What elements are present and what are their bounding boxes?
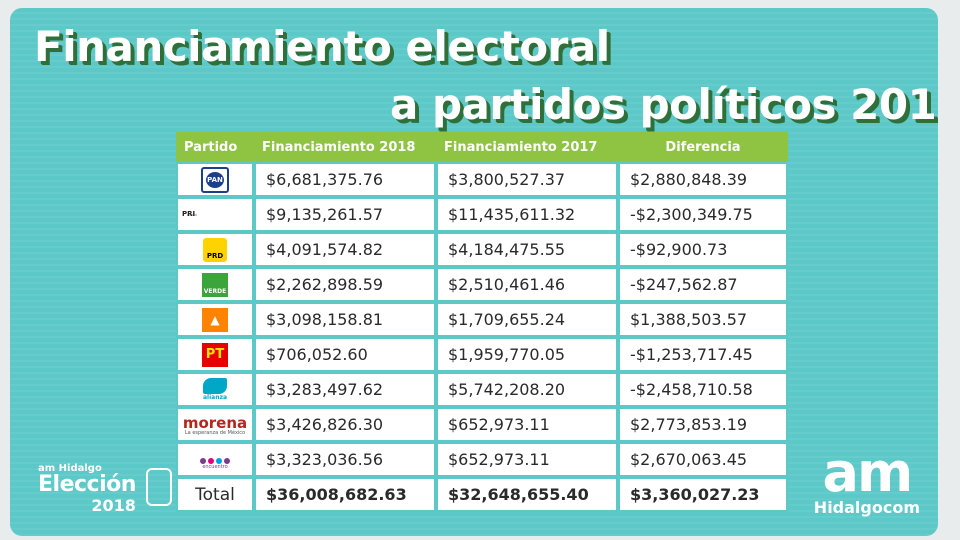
f2018-cell: $706,052.60 [254,337,436,372]
f2018-cell: $3,323,036.56 [254,442,436,477]
eleccion-2018-badge: am Hidalgo Elección 2018 [38,463,136,515]
diff-cell: $1,388,503.57 [618,302,788,337]
table-row: VERDE $2,262,898.59 $2,510,461.46 -$247,… [176,267,788,302]
badge-big-text: Elección [38,472,136,497]
table-row: PRI $9,135,261.57 $11,435,611.32 -$2,300… [176,197,788,232]
party-cell: VERDE [176,267,254,302]
f2017-cell: $3,800,527.37 [436,162,618,197]
brand-logo: am Hidalgocom [813,441,920,518]
diff-cell: $2,773,853.19 [618,407,788,442]
f2018-cell: $2,262,898.59 [254,267,436,302]
f2018-cell: $3,098,158.81 [254,302,436,337]
diff-cell: $2,670,063.45 [618,442,788,477]
badge-small-text: am Hidalgo [38,463,102,474]
title-line-1: Financiamiento electoral [34,22,610,71]
diff-cell: -$247,562.87 [618,267,788,302]
header-diferencia: Diferencia [618,132,788,162]
f2018-cell: $9,135,261.57 [254,197,436,232]
total-row: Total $36,008,682.63 $32,648,655.40 $3,3… [176,477,788,512]
table-row: ▲ $3,098,158.81 $1,709,655.24 $1,388,503… [176,302,788,337]
f2017-cell: $1,709,655.24 [436,302,618,337]
pan-logo: PAN [201,166,229,193]
table-row: PAN $6,681,375.76 $3,800,527.37 $2,880,8… [176,162,788,197]
party-cell: encuentro [176,442,254,477]
party-cell: PRI [176,197,254,232]
f2018-cell: $4,091,574.82 [254,232,436,267]
verde-logo: VERDE [202,272,228,297]
party-cell: ▲ [176,302,254,337]
pri-logo: PRI [178,204,206,226]
badge-year: 2018 [91,496,136,515]
table-row: PRD $4,091,574.82 $4,184,475.55 -$92,900… [176,232,788,267]
header-2018: Financiamiento 2018 [254,132,436,162]
table-row: alianza $3,283,497.62 $5,742,208.20 -$2,… [176,372,788,407]
header-2017: Financiamiento 2017 [436,132,618,162]
f2017-cell: $4,184,475.55 [436,232,618,267]
f2018-cell: $3,426,826.30 [254,407,436,442]
title-line-2: a partidos políticos 2018 [390,80,938,129]
diff-cell: -$92,900.73 [618,232,788,267]
thumbs-up-icon [146,468,172,506]
f2017-cell: $5,742,208.20 [436,372,618,407]
morena-logo: morena La esperanza de México [182,414,248,436]
table-row: morena La esperanza de México $3,426,826… [176,407,788,442]
table-header-row: Partido Financiamiento 2018 Financiamien… [176,132,788,162]
diff-cell: -$1,253,717.45 [618,337,788,372]
diff-cell: $2,880,848.39 [618,162,788,197]
prd-logo: PRD [203,237,227,262]
financing-table: Partido Financiamiento 2018 Financiamien… [176,132,788,512]
total-2018: $36,008,682.63 [254,477,436,512]
table-row: encuentro $3,323,036.56 $652,973.11 $2,6… [176,442,788,477]
f2017-cell: $652,973.11 [436,442,618,477]
diff-cell: -$2,300,349.75 [618,197,788,232]
party-cell: PRD [176,232,254,267]
nueva-alianza-logo: alianza [201,376,229,403]
encuentro-social-logo: encuentro [200,458,230,470]
brand-small: Hidalgocom [813,498,920,517]
f2018-cell: $3,283,497.62 [254,372,436,407]
brand-big: am [822,441,914,504]
header-partido: Partido [176,132,254,162]
party-cell: PAN [176,162,254,197]
party-cell: alianza [176,372,254,407]
f2017-cell: $11,435,611.32 [436,197,618,232]
total-2017: $32,648,655.40 [436,477,618,512]
movimiento-ciudadano-logo: ▲ [202,307,228,332]
f2017-cell: $652,973.11 [436,407,618,442]
f2017-cell: $1,959,770.05 [436,337,618,372]
f2017-cell: $2,510,461.46 [436,267,618,302]
total-diff: $3,360,027.23 [618,477,788,512]
total-label: Total [176,477,254,512]
diff-cell: -$2,458,710.58 [618,372,788,407]
pt-logo: PT [202,342,228,367]
table-row: PT $706,052.60 $1,959,770.05 -$1,253,717… [176,337,788,372]
party-cell: morena La esperanza de México [176,407,254,442]
f2018-cell: $6,681,375.76 [254,162,436,197]
party-cell: PT [176,337,254,372]
